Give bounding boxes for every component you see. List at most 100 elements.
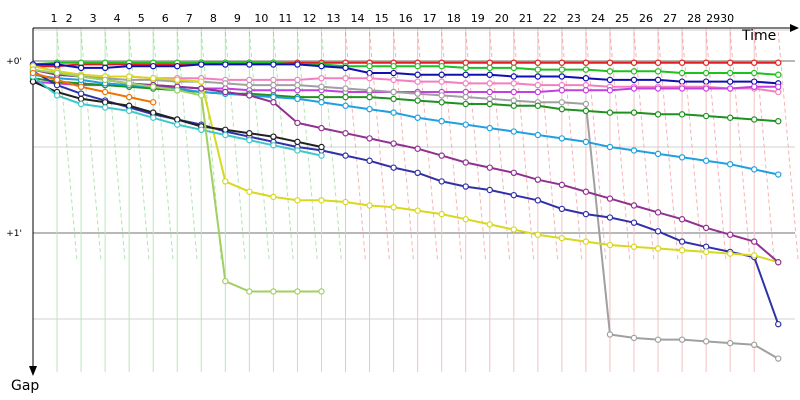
data-point — [534, 131, 542, 139]
data-point — [366, 157, 373, 164]
data-point — [582, 138, 590, 146]
data-point — [414, 145, 421, 152]
data-point — [678, 78, 686, 85]
data-point — [246, 130, 253, 137]
data-point — [486, 221, 493, 228]
data-point — [654, 85, 662, 92]
data-point — [366, 69, 373, 77]
lap-dash-line — [513, 31, 535, 263]
lap-dash-line — [441, 31, 463, 263]
data-point — [558, 66, 566, 73]
data-point — [174, 62, 181, 70]
data-point — [390, 164, 397, 171]
data-point — [702, 69, 710, 77]
data-point — [318, 93, 325, 101]
lap-dash-line — [56, 31, 78, 263]
data-point — [414, 207, 421, 214]
lap-dash-line — [753, 31, 775, 263]
data-point — [174, 76, 181, 84]
data-point — [462, 59, 469, 66]
data-point — [366, 135, 373, 142]
data-point — [582, 210, 590, 218]
data-point — [630, 85, 638, 92]
data-point — [775, 320, 782, 328]
data-point — [77, 59, 85, 66]
data-point — [654, 209, 662, 216]
data-point — [438, 78, 445, 85]
series-path — [32, 61, 779, 76]
data-point — [77, 83, 85, 91]
data-point — [294, 197, 301, 204]
data-point — [486, 124, 493, 132]
data-point — [294, 119, 301, 127]
data-point — [606, 241, 614, 249]
data-point — [726, 231, 734, 238]
data-point — [582, 238, 590, 245]
series-line — [29, 66, 325, 295]
x-tick-label: 14 — [351, 12, 365, 25]
data-point — [53, 69, 61, 77]
data-point — [198, 92, 205, 99]
lap-dash-line — [296, 31, 318, 263]
x-tick-label: 19 — [471, 12, 485, 25]
data-point — [558, 87, 566, 94]
data-point — [582, 100, 590, 108]
data-point — [77, 64, 85, 72]
data-point — [222, 126, 229, 134]
data-point — [606, 109, 614, 116]
data-point — [751, 166, 758, 173]
x-tick-label: 16 — [399, 12, 413, 25]
data-point — [294, 76, 301, 84]
data-point — [558, 234, 566, 242]
data-point — [198, 85, 205, 92]
data-point — [294, 61, 301, 68]
data-point — [582, 74, 590, 82]
data-point — [678, 336, 686, 343]
data-point — [198, 126, 205, 134]
data-point — [366, 74, 373, 82]
data-point — [414, 71, 421, 78]
data-point — [751, 69, 758, 77]
lap-dash-line — [729, 31, 751, 263]
y-tick-label: +1' — [6, 229, 22, 239]
data-point — [582, 188, 590, 195]
lap-dash-line — [224, 31, 246, 263]
series-line — [29, 66, 782, 362]
data-point — [510, 102, 517, 109]
data-point — [510, 59, 517, 66]
data-point — [294, 138, 301, 146]
data-point — [630, 243, 638, 250]
data-point — [149, 114, 157, 121]
data-point — [510, 169, 517, 176]
data-point — [654, 59, 662, 66]
data-point — [149, 99, 157, 106]
data-point — [775, 83, 782, 91]
data-point — [510, 88, 517, 96]
data-point — [246, 188, 253, 195]
data-point — [702, 338, 710, 345]
data-point — [582, 87, 590, 94]
data-point — [702, 85, 710, 92]
data-point — [246, 92, 253, 99]
data-point — [534, 81, 542, 89]
data-point — [438, 210, 445, 218]
data-point — [702, 112, 710, 120]
data-point — [390, 76, 397, 84]
data-point — [101, 59, 109, 66]
data-point — [222, 178, 229, 185]
data-point — [654, 111, 662, 118]
data-point — [462, 80, 469, 87]
data-point — [149, 74, 157, 82]
x-tick-label: 4 — [114, 12, 121, 25]
data-point — [246, 288, 253, 295]
data-point — [366, 87, 373, 94]
lap-dash-line — [248, 31, 270, 263]
data-point — [125, 107, 133, 115]
data-point — [558, 99, 566, 106]
x-axis-arrow — [790, 24, 799, 32]
data-point — [246, 76, 253, 84]
lap-dash-line — [152, 31, 174, 263]
x-tick-label: 23 — [567, 12, 581, 25]
data-point — [678, 69, 686, 77]
data-point — [462, 183, 469, 190]
